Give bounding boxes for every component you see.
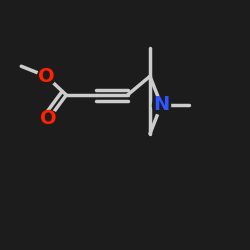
Text: N: N xyxy=(153,96,170,114)
Text: O: O xyxy=(40,109,57,128)
Text: O: O xyxy=(38,67,54,86)
